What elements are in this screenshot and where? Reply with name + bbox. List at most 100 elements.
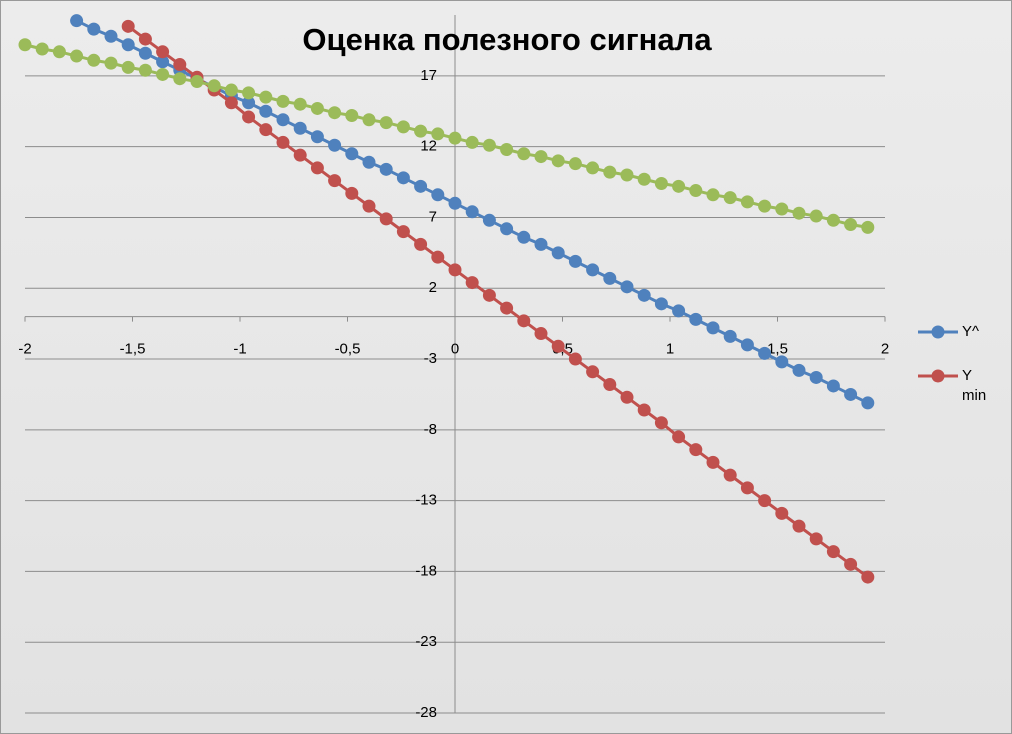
data-point <box>500 301 514 315</box>
data-point <box>517 314 531 328</box>
data-point <box>672 179 686 193</box>
data-point <box>293 148 307 162</box>
data-point <box>758 494 772 508</box>
data-point <box>242 86 256 100</box>
data-point <box>328 174 342 188</box>
data-point <box>792 206 806 220</box>
data-point <box>310 101 324 115</box>
y-tick-label: -8 <box>424 421 437 438</box>
data-point <box>431 188 445 202</box>
data-point <box>156 55 170 69</box>
y-tick-label: 7 <box>429 208 437 225</box>
data-point <box>310 161 324 175</box>
data-point <box>861 396 875 410</box>
data-point <box>207 79 221 93</box>
data-point <box>482 213 496 227</box>
data-point <box>637 288 651 302</box>
data-point <box>620 280 634 294</box>
data-point <box>173 58 187 72</box>
data-point <box>328 106 342 120</box>
x-tick-label: -1,5 <box>120 341 146 358</box>
legend-marker <box>931 325 945 339</box>
data-point <box>775 355 789 369</box>
data-point <box>156 67 170 81</box>
data-point <box>396 171 410 185</box>
data-point <box>586 263 600 277</box>
data-point <box>259 90 273 104</box>
data-point <box>672 304 686 318</box>
data-point <box>379 162 393 176</box>
data-point <box>568 254 582 268</box>
data-point <box>482 138 496 152</box>
data-point <box>534 237 548 251</box>
data-point <box>224 96 238 110</box>
data-point <box>190 75 204 89</box>
data-point <box>534 150 548 164</box>
axes: -28-23-18-13-8-3271217-2-1,5-1-0,500,511… <box>18 15 889 721</box>
data-point <box>586 365 600 379</box>
data-point <box>431 127 445 141</box>
x-tick-label: 2 <box>881 341 889 358</box>
series-line <box>127 25 869 579</box>
data-point <box>87 22 101 36</box>
data-point <box>259 104 273 118</box>
data-point <box>242 96 256 110</box>
data-point <box>414 124 428 138</box>
data-point <box>689 184 703 198</box>
data-point <box>465 205 479 219</box>
data-point <box>637 403 651 417</box>
data-point <box>603 165 617 179</box>
data-point <box>517 147 531 161</box>
legend-marker <box>931 369 945 383</box>
data-point <box>654 297 668 311</box>
data-point <box>551 154 565 168</box>
data-point <box>104 29 118 43</box>
data-point <box>534 327 548 341</box>
x-tick-label: 1,5 <box>767 341 788 358</box>
x-tick-label: 1 <box>666 341 674 358</box>
x-tick-label: 0 <box>451 341 459 358</box>
data-point <box>500 143 514 157</box>
y-tick-label: -13 <box>415 492 437 509</box>
data-point <box>138 32 152 46</box>
data-point <box>293 121 307 135</box>
data-point <box>775 506 789 520</box>
data-point <box>844 218 858 232</box>
x-tick-label: -1 <box>233 341 246 358</box>
data-point <box>568 352 582 366</box>
data-point <box>826 213 840 227</box>
data-point <box>276 113 290 127</box>
data-point <box>500 222 514 236</box>
y-tick-label: -28 <box>415 704 437 721</box>
data-point <box>448 263 462 277</box>
data-point <box>345 186 359 200</box>
data-point <box>448 196 462 210</box>
data-point <box>689 312 703 326</box>
data-point <box>792 519 806 533</box>
data-point <box>362 113 376 127</box>
data-point <box>138 63 152 77</box>
data-point <box>706 188 720 202</box>
data-point <box>345 147 359 161</box>
data-point <box>826 545 840 559</box>
data-point <box>396 120 410 134</box>
data-point <box>861 570 875 584</box>
data-point <box>758 199 772 213</box>
data-point <box>586 161 600 175</box>
data-point <box>362 155 376 169</box>
data-point <box>379 116 393 130</box>
data-point <box>809 532 823 546</box>
data-point <box>775 202 789 216</box>
data-point <box>809 370 823 384</box>
data-point <box>328 138 342 152</box>
plot <box>18 14 875 584</box>
data-point <box>603 378 617 392</box>
data-point <box>723 329 737 343</box>
data-point <box>276 135 290 149</box>
data-point <box>551 246 565 260</box>
data-point <box>35 42 49 56</box>
data-point <box>121 38 135 52</box>
x-tick-label: -0,5 <box>335 341 361 358</box>
